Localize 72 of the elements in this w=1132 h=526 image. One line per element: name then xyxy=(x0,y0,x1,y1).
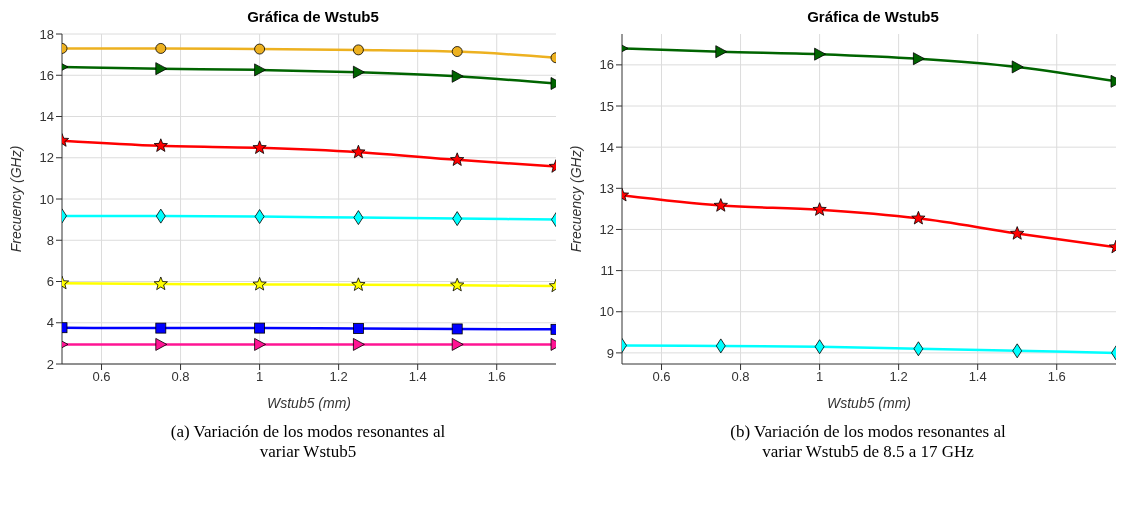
y-tick-label: 6 xyxy=(46,274,54,290)
y-tick-label: 11 xyxy=(600,263,614,279)
y-tick-label: 12 xyxy=(39,150,54,166)
text: (b) Variación de los modos resonantes al variar Wstub5 de 8.5 a 17 GHz xyxy=(729,422,1007,462)
y-tick-label: 16 xyxy=(599,57,614,73)
x-tick-label: 1.6 xyxy=(1047,369,1066,385)
y-tick-label: 4 xyxy=(46,315,54,331)
point xyxy=(155,322,167,334)
point xyxy=(252,140,267,154)
point xyxy=(452,211,463,226)
point xyxy=(254,338,266,351)
x-tick-label: 1.4 xyxy=(408,369,427,385)
y-tick-label: 18 xyxy=(39,26,54,42)
y-axis-title: Frecuency (GHz) xyxy=(567,145,584,253)
x-axis-title: Wstub5 (mm) xyxy=(267,395,351,411)
x-tick-label: 1.4 xyxy=(968,369,987,385)
x-tick-label: 1 xyxy=(255,369,264,385)
point xyxy=(155,43,167,54)
x-tick-label: 0.6 xyxy=(652,369,671,385)
y-tick-label: 14 xyxy=(39,109,54,125)
x-tick-label: 1.2 xyxy=(889,369,908,385)
x-tick-label: 1 xyxy=(815,369,824,385)
y-tick-label: 9 xyxy=(606,345,614,361)
point xyxy=(812,202,827,216)
point xyxy=(450,152,465,166)
point xyxy=(1010,226,1025,240)
y-tick-label: 13 xyxy=(599,180,614,196)
point xyxy=(254,63,266,77)
point xyxy=(814,47,826,61)
point xyxy=(451,46,463,57)
point xyxy=(713,198,728,212)
point xyxy=(153,276,168,291)
point xyxy=(451,338,464,351)
point xyxy=(351,144,366,159)
x-tick-label: 0.8 xyxy=(731,369,750,385)
y-tick-label: 16 xyxy=(39,67,54,83)
point xyxy=(353,338,365,351)
y-tick-label: 10 xyxy=(599,304,614,320)
point xyxy=(353,210,364,225)
point xyxy=(353,323,364,334)
x-tick-label: 0.8 xyxy=(171,369,190,385)
x-tick-label: 0.6 xyxy=(92,369,111,385)
y-tick-label: 12 xyxy=(599,222,614,238)
point xyxy=(1011,60,1024,74)
point xyxy=(155,338,168,351)
text: (a) Variación de los modos resonantes al variar Wstub5 xyxy=(169,422,447,462)
point xyxy=(451,323,463,335)
y-tick-label: 15 xyxy=(599,98,614,114)
point xyxy=(155,62,168,76)
x-tick-label: 1.6 xyxy=(487,369,506,385)
point xyxy=(450,277,465,292)
point xyxy=(254,322,265,334)
y-tick-label: 2 xyxy=(46,356,54,372)
point xyxy=(451,69,464,83)
point xyxy=(351,277,366,291)
y-tick-label: 10 xyxy=(39,191,54,207)
chart-title: Gráfica de Wstub5 xyxy=(246,8,380,27)
point xyxy=(353,44,364,56)
x-tick-label: 1.2 xyxy=(329,369,348,385)
y-tick-label: 8 xyxy=(46,232,54,248)
y-axis-title: Frecuency (GHz) xyxy=(7,145,24,253)
point xyxy=(254,43,265,55)
point xyxy=(715,45,728,59)
x-axis-title: Wstub5 (mm) xyxy=(827,395,911,411)
point xyxy=(153,138,168,152)
point xyxy=(911,210,926,225)
point xyxy=(252,276,267,291)
point xyxy=(254,209,265,224)
point xyxy=(913,52,925,66)
y-tick-label: 14 xyxy=(599,139,614,155)
chart-title: Gráfica de Wstub5 xyxy=(806,8,940,27)
point xyxy=(353,65,365,79)
